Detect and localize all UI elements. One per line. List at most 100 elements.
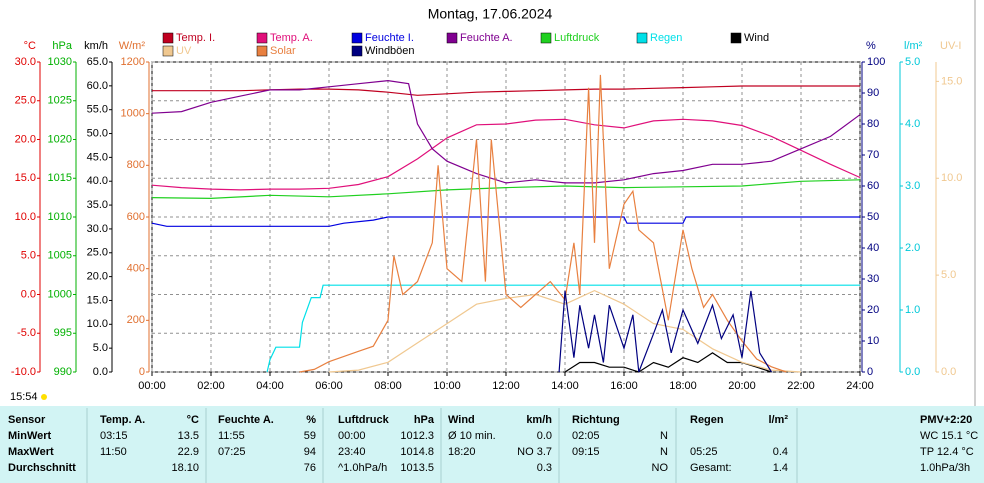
table-cell: 09:15 (572, 446, 600, 458)
current-time: 15:54 (10, 391, 38, 403)
y-tick-label: 200 (127, 314, 145, 326)
series-line (151, 118, 861, 191)
x-tick-label: 08:00 (374, 380, 402, 392)
legend-swatch (256, 45, 268, 57)
y-tick-label: 65.0 (87, 56, 108, 68)
table-background (0, 406, 984, 483)
table-header: % (306, 414, 316, 426)
y-tick-label: 10.0 (87, 318, 108, 330)
y-tick-label: 5.0 (905, 56, 920, 68)
table-cell: 94 (304, 446, 316, 458)
y-axis-title: W/m² (119, 40, 146, 52)
table-cell: 0.3 (537, 462, 552, 474)
y-tick-label: 1030 (48, 56, 72, 68)
legend-label: UV (176, 45, 192, 57)
y-tick-label: 25.0 (87, 247, 108, 259)
table-cell: NO (652, 462, 669, 474)
y-tick-label: 80 (867, 118, 879, 130)
legend-label: Temp. I. (176, 32, 215, 44)
y-tick-label: 15.0 (15, 172, 36, 184)
series-line (299, 74, 787, 373)
y-axis-title: km/h (84, 40, 108, 52)
table-cell: 0.4 (773, 446, 788, 458)
x-tick-label: 16:00 (610, 380, 638, 392)
table-cell: 1.0hPa/3h (920, 462, 970, 474)
y-tick-label: 1015 (48, 172, 72, 184)
legend-label: Regen (650, 32, 682, 44)
legend-label: Luftdruck (554, 32, 600, 44)
x-tick-label: 24:00 (846, 380, 874, 392)
table-cell: 11:55 (218, 430, 245, 442)
table-cell: 1.4 (773, 462, 788, 474)
y-tick-label: -5.0 (17, 327, 36, 339)
y-tick-label: 60 (867, 180, 879, 192)
series-line (151, 179, 861, 200)
table-header: l/m² (768, 414, 788, 426)
y-tick-label: 30 (867, 273, 879, 285)
table-cell: 03:15 (100, 430, 128, 442)
y-tick-label: -10.0 (11, 366, 36, 378)
legend-label: Solar (270, 45, 296, 57)
table-header: PMV+2:20 (920, 414, 972, 426)
series-line (328, 289, 802, 373)
y-tick-label: 10.0 (15, 211, 36, 223)
table-cell: 76 (304, 462, 316, 474)
legend-swatch (446, 32, 458, 44)
table-cell: 18.10 (171, 462, 199, 474)
chart-background (0, 0, 984, 406)
table-cell: Gesamt: (690, 462, 732, 474)
y-tick-label: 20.0 (15, 133, 36, 145)
table-cell: 07:25 (218, 446, 246, 458)
table-header: km/h (526, 414, 552, 426)
table-header: MinWert (8, 430, 52, 442)
legend-swatch (730, 32, 742, 44)
y-tick-label: 0.0 (905, 366, 920, 378)
table-cell: 1013.5 (400, 462, 434, 474)
table-cell: 0.0 (537, 430, 552, 442)
legend-swatch (351, 32, 363, 44)
y-tick-label: 35.0 (87, 199, 108, 211)
x-tick-label: 10:00 (433, 380, 461, 392)
y-tick-label: 1000 (48, 288, 72, 300)
table-cell: 02:05 (572, 430, 600, 442)
y-tick-label: 40.0 (87, 175, 108, 187)
y-tick-label: 20 (867, 304, 879, 316)
y-tick-label: 5.0 (93, 342, 108, 354)
y-axis-title: hPa (52, 40, 72, 52)
table-cell: 05:25 (690, 446, 718, 458)
legend-swatch (351, 45, 363, 57)
table-header: hPa (414, 414, 435, 426)
legend-label: Feuchte A. (460, 32, 513, 44)
y-tick-label: 40 (867, 242, 879, 254)
series-line (151, 216, 860, 227)
table-cell: Ø 10 min. (448, 430, 496, 442)
x-tick-label: 14:00 (551, 380, 579, 392)
x-tick-label: 12:00 (492, 380, 520, 392)
y-tick-label: 400 (127, 263, 145, 275)
x-tick-label: 00:00 (138, 380, 166, 392)
y-tick-label: 0.0 (21, 288, 36, 300)
y-tick-label: 1020 (48, 133, 72, 145)
table-cell: 59 (304, 430, 316, 442)
table-header: Sensor (8, 414, 46, 426)
table-header: Regen (690, 414, 724, 426)
y-tick-label: 0 (867, 366, 873, 378)
x-tick-label: 22:00 (787, 380, 815, 392)
y-tick-label: 0.0 (941, 366, 956, 378)
x-tick-label: 04:00 (256, 380, 284, 392)
table-header: Richtung (572, 414, 620, 426)
table-cell: N (660, 446, 668, 458)
y-tick-label: 25.0 (15, 95, 36, 107)
y-tick-label: 990 (54, 366, 72, 378)
y-tick-label: 1005 (48, 250, 72, 262)
table-header: Luftdruck (338, 414, 390, 426)
series-line (266, 284, 860, 373)
now-dot (41, 394, 47, 400)
table-cell: 13.5 (178, 430, 199, 442)
legend-swatch (256, 32, 268, 44)
table-cell: 23:40 (338, 446, 366, 458)
y-axis-title: % (866, 40, 876, 52)
legend-label: Windböen (365, 45, 415, 57)
y-tick-label: 1010 (48, 211, 72, 223)
